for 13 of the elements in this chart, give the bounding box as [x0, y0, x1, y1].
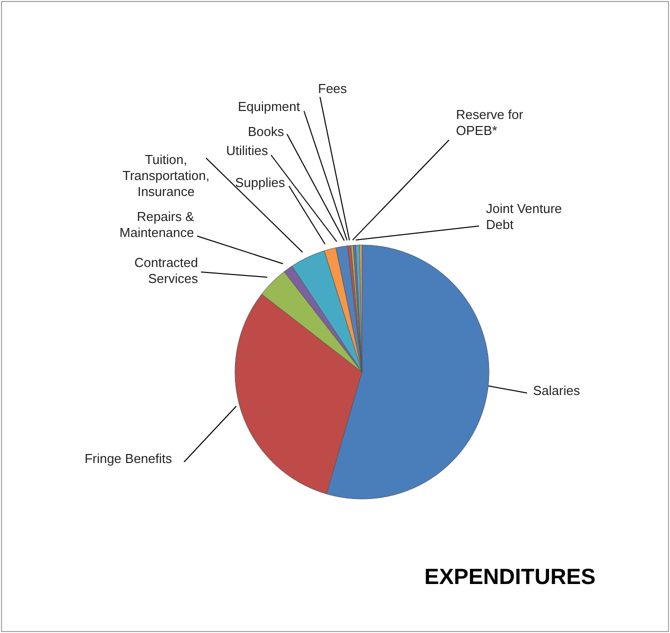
- slice-label: Fringe Benefits: [84, 451, 172, 466]
- slice-label: Contracted Services: [134, 255, 198, 286]
- slice-label: Fees: [318, 81, 348, 96]
- slice-label: Utilities: [226, 143, 268, 158]
- slice-label: Salaries: [533, 383, 580, 398]
- slice-label: Supplies: [235, 175, 286, 190]
- slice-label: Tuition, Transportation, Insurance: [122, 152, 210, 200]
- text: EXPENDITURES: [424, 564, 596, 589]
- slice-label: Joint Venture Debt: [486, 201, 562, 232]
- slice-label: Reserve for OPEB*: [456, 107, 524, 138]
- slice-label: Equipment: [238, 99, 300, 114]
- slice-label: Repairs & Maintenance: [120, 209, 194, 240]
- slice-label: Books: [248, 124, 284, 140]
